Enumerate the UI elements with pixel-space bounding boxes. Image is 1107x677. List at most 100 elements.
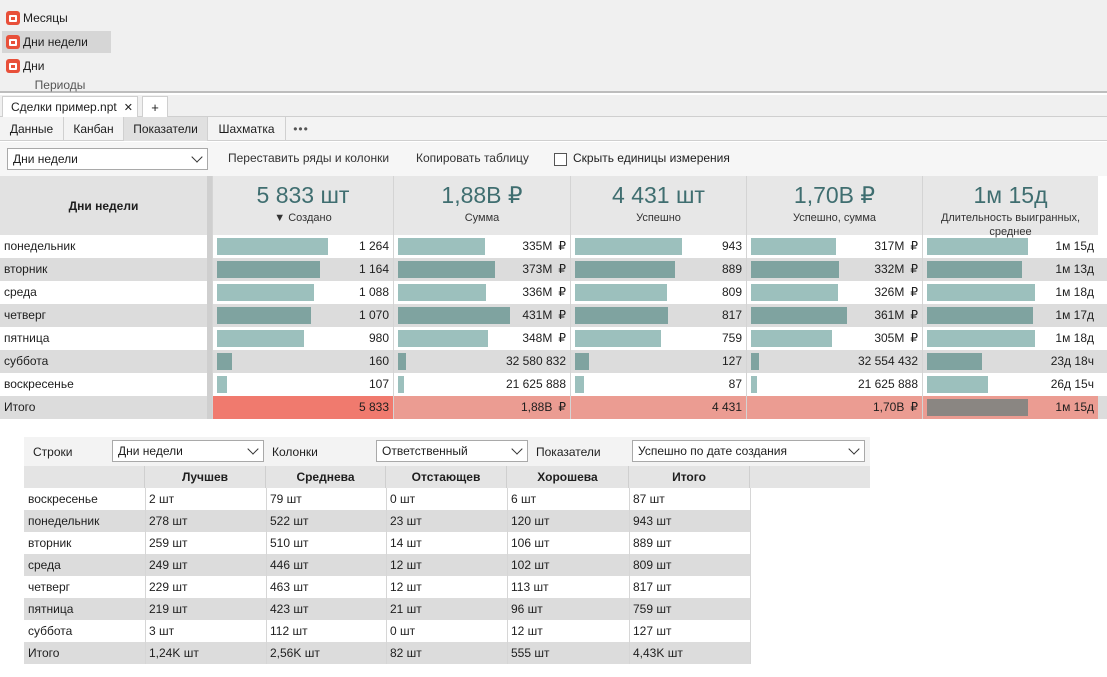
table-cell[interactable]: 431M ₽ — [393, 304, 570, 327]
table-cell[interactable]: 1м 15д — [922, 235, 1098, 258]
tab-metrics[interactable]: Показатели — [124, 117, 208, 141]
total-cell[interactable]: 4 431 — [570, 396, 746, 419]
metric-header-sum[interactable]: 1,88B ₽ Сумма — [393, 176, 570, 235]
table-cell[interactable]: 1м 18д — [922, 327, 1098, 350]
ribbon-item-weekdays[interactable]: Дни недели — [2, 31, 111, 53]
metric-header-success-sum[interactable]: 1,70B ₽ Успешно, сумма — [746, 176, 922, 235]
table-cell[interactable]: 759 — [570, 327, 746, 350]
column-header[interactable]: Лучшев — [145, 466, 266, 488]
table-cell[interactable]: 120 шт — [511, 514, 550, 528]
table-cell[interactable]: 127 шт — [633, 624, 672, 638]
table-cell[interactable]: 23 шт — [390, 514, 422, 528]
table-cell[interactable]: 1м 13д — [922, 258, 1098, 281]
close-icon[interactable]: ✕ — [123, 101, 133, 114]
table-cell[interactable]: 817 шт — [633, 580, 672, 594]
table-cell[interactable]: 21 625 888 — [746, 373, 922, 396]
table-row[interactable]: понедельник 278 шт 522 шт 23 шт 120 шт 943 шт — [24, 510, 751, 532]
table-cell[interactable]: 259 шт — [149, 536, 188, 550]
table-cell[interactable]: 373M ₽ — [393, 258, 570, 281]
table-cell[interactable]: 510 шт — [270, 536, 309, 550]
column-header[interactable]: Отстающев — [386, 466, 507, 488]
table-cell[interactable]: 943 — [570, 235, 746, 258]
table-cell[interactable]: 317M ₽ — [746, 235, 922, 258]
table-cell[interactable]: 361M ₽ — [746, 304, 922, 327]
table-row[interactable]: воскресенье 2 шт 79 шт 0 шт 6 шт 87 шт — [24, 488, 751, 510]
pane-splitter[interactable] — [207, 176, 212, 419]
tab-chess[interactable]: Шахматка — [208, 117, 286, 141]
table-cell[interactable]: 82 шт — [390, 646, 422, 660]
table-cell[interactable]: 326M ₽ — [746, 281, 922, 304]
swap-rows-columns-button[interactable]: Переставить ряды и колонки — [228, 151, 390, 165]
table-cell[interactable]: 423 шт — [270, 602, 309, 616]
table-cell[interactable]: 943 шт — [633, 514, 672, 528]
table-cell[interactable]: 555 шт — [511, 646, 550, 660]
table-cell[interactable]: 87 шт — [633, 492, 665, 506]
column-header[interactable]: Итого — [629, 466, 750, 488]
table-cell[interactable]: 336M ₽ — [393, 281, 570, 304]
total-row[interactable]: Итого 5 833 1,88B ₽4 431 1,70B ₽1м 15д — [0, 396, 1107, 419]
table-row[interactable]: среда 1 088 336M ₽809 326M ₽1м 18д — [0, 281, 1107, 304]
table-cell[interactable]: 2 шт — [149, 492, 175, 506]
add-tab-button[interactable]: + — [142, 96, 168, 117]
table-cell[interactable]: 112 шт — [270, 624, 308, 638]
table-cell[interactable]: 0 шт — [390, 624, 416, 638]
table-cell[interactable]: 305M ₽ — [746, 327, 922, 350]
table-row[interactable]: среда 249 шт 446 шт 12 шт 102 шт 809 шт — [24, 554, 751, 576]
table-cell[interactable]: 127 — [570, 350, 746, 373]
table-cell[interactable]: 12 шт — [390, 558, 422, 572]
table-cell[interactable]: 12 шт — [511, 624, 543, 638]
table-cell[interactable]: 809 — [570, 281, 746, 304]
table-row[interactable]: суббота 160 32 580 832 127 32 554 432 23д 18ч — [0, 350, 1107, 373]
columns-select[interactable]: Ответственный — [376, 440, 528, 462]
table-cell[interactable]: 229 шт — [149, 580, 188, 594]
table-cell[interactable]: 446 шт — [270, 558, 309, 572]
column-header[interactable]: Среднева — [266, 466, 386, 488]
table-row[interactable]: понедельник 1 264 335M ₽943 317M ₽1м 15д — [0, 235, 1107, 258]
table-cell[interactable]: 522 шт — [270, 514, 309, 528]
table-cell[interactable]: 1 264 — [212, 235, 393, 258]
hide-units-checkbox[interactable] — [554, 153, 567, 166]
grouping-select[interactable]: Дни недели — [7, 148, 208, 170]
total-cell[interactable]: 1,88B ₽ — [393, 396, 570, 419]
tab-kanban[interactable]: Канбан — [64, 117, 124, 141]
table-row[interactable]: вторник 1 164 373M ₽889 332M ₽1м 13д — [0, 258, 1107, 281]
table-cell[interactable]: 106 шт — [511, 536, 550, 550]
table-cell[interactable]: 889 шт — [633, 536, 672, 550]
table-row[interactable]: четверг 229 шт 463 шт 12 шт 113 шт 817 шт — [24, 576, 751, 598]
table-cell[interactable]: 102 шт — [511, 558, 550, 572]
more-tabs-button[interactable]: ••• — [293, 122, 309, 136]
table-cell[interactable]: 107 — [212, 373, 393, 396]
table-cell[interactable]: 113 шт — [511, 580, 549, 594]
table-row[interactable]: четверг 1 070 431M ₽817 361M ₽1м 17д — [0, 304, 1107, 327]
table-cell[interactable]: 6 шт — [511, 492, 537, 506]
table-cell[interactable]: 160 — [212, 350, 393, 373]
table-cell[interactable]: 332M ₽ — [746, 258, 922, 281]
tab-data[interactable]: Данные — [0, 117, 64, 141]
table-cell[interactable]: 3 шт — [149, 624, 175, 638]
table-row[interactable]: пятница 980 348M ₽759 305M ₽1м 18д — [0, 327, 1107, 350]
total-cell[interactable]: 1,70B ₽ — [746, 396, 922, 419]
table-cell[interactable]: 1м 17д — [922, 304, 1098, 327]
table-cell[interactable]: 21 шт — [390, 602, 422, 616]
column-header[interactable]: Хорошева — [507, 466, 629, 488]
table-cell[interactable]: 1 088 — [212, 281, 393, 304]
ribbon-item-months[interactable]: Месяцы — [2, 7, 111, 29]
table-cell[interactable]: 23д 18ч — [922, 350, 1098, 373]
table-row[interactable]: пятница 219 шт 423 шт 21 шт 96 шт 759 шт — [24, 598, 751, 620]
table-cell[interactable]: 79 шт — [270, 492, 302, 506]
table-cell[interactable]: 32 580 832 — [393, 350, 570, 373]
table-cell[interactable]: 14 шт — [390, 536, 422, 550]
total-cell[interactable]: 5 833 — [212, 396, 393, 419]
ribbon-item-days[interactable]: Дни — [2, 55, 111, 77]
metric-header-success[interactable]: 4 431 шт Успешно — [570, 176, 746, 235]
table-cell[interactable]: 278 шт — [149, 514, 188, 528]
table-cell[interactable]: 87 — [570, 373, 746, 396]
table-cell[interactable]: 12 шт — [390, 580, 422, 594]
table-cell[interactable]: 1 070 — [212, 304, 393, 327]
table-cell[interactable]: 249 шт — [149, 558, 188, 572]
table-cell[interactable]: 889 — [570, 258, 746, 281]
table-cell[interactable]: 26д 15ч — [922, 373, 1098, 396]
table-cell[interactable]: 817 — [570, 304, 746, 327]
document-tab[interactable]: Сделки пример.npt ✕ — [2, 96, 138, 117]
table-cell[interactable]: 96 шт — [511, 602, 543, 616]
